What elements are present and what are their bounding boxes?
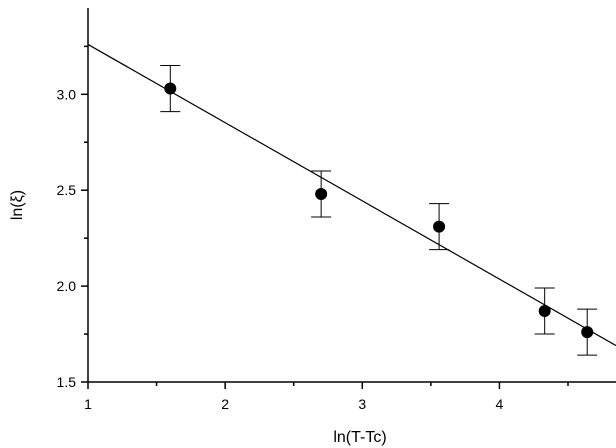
x-tick-label: 4 (496, 396, 504, 412)
x-tick-label: 3 (358, 396, 366, 412)
data-point (538, 305, 551, 318)
y-tick-label: 2.0 (57, 278, 77, 294)
y-tick-label: 3.0 (57, 86, 77, 102)
x-axis-label: ln(T-Tc) (333, 429, 386, 446)
x-tick-label: 1 (84, 396, 92, 412)
fit-line-group (87, 43, 616, 347)
y-tick-label: 2.5 (57, 182, 77, 198)
x-tick-label: 2 (221, 396, 229, 412)
fit-line (87, 43, 616, 347)
data-point (581, 326, 594, 339)
ticks: 1 2 3 4 1.5 2.0 2.5 3.0 (57, 45, 569, 412)
data-point (315, 188, 328, 201)
y-axis-label: ln(ξ) (9, 190, 26, 220)
axes (87, 8, 616, 383)
data-point (433, 220, 446, 233)
y-tick-label: 1.5 (57, 374, 77, 390)
data-points (160, 65, 598, 356)
data-point (164, 82, 177, 95)
